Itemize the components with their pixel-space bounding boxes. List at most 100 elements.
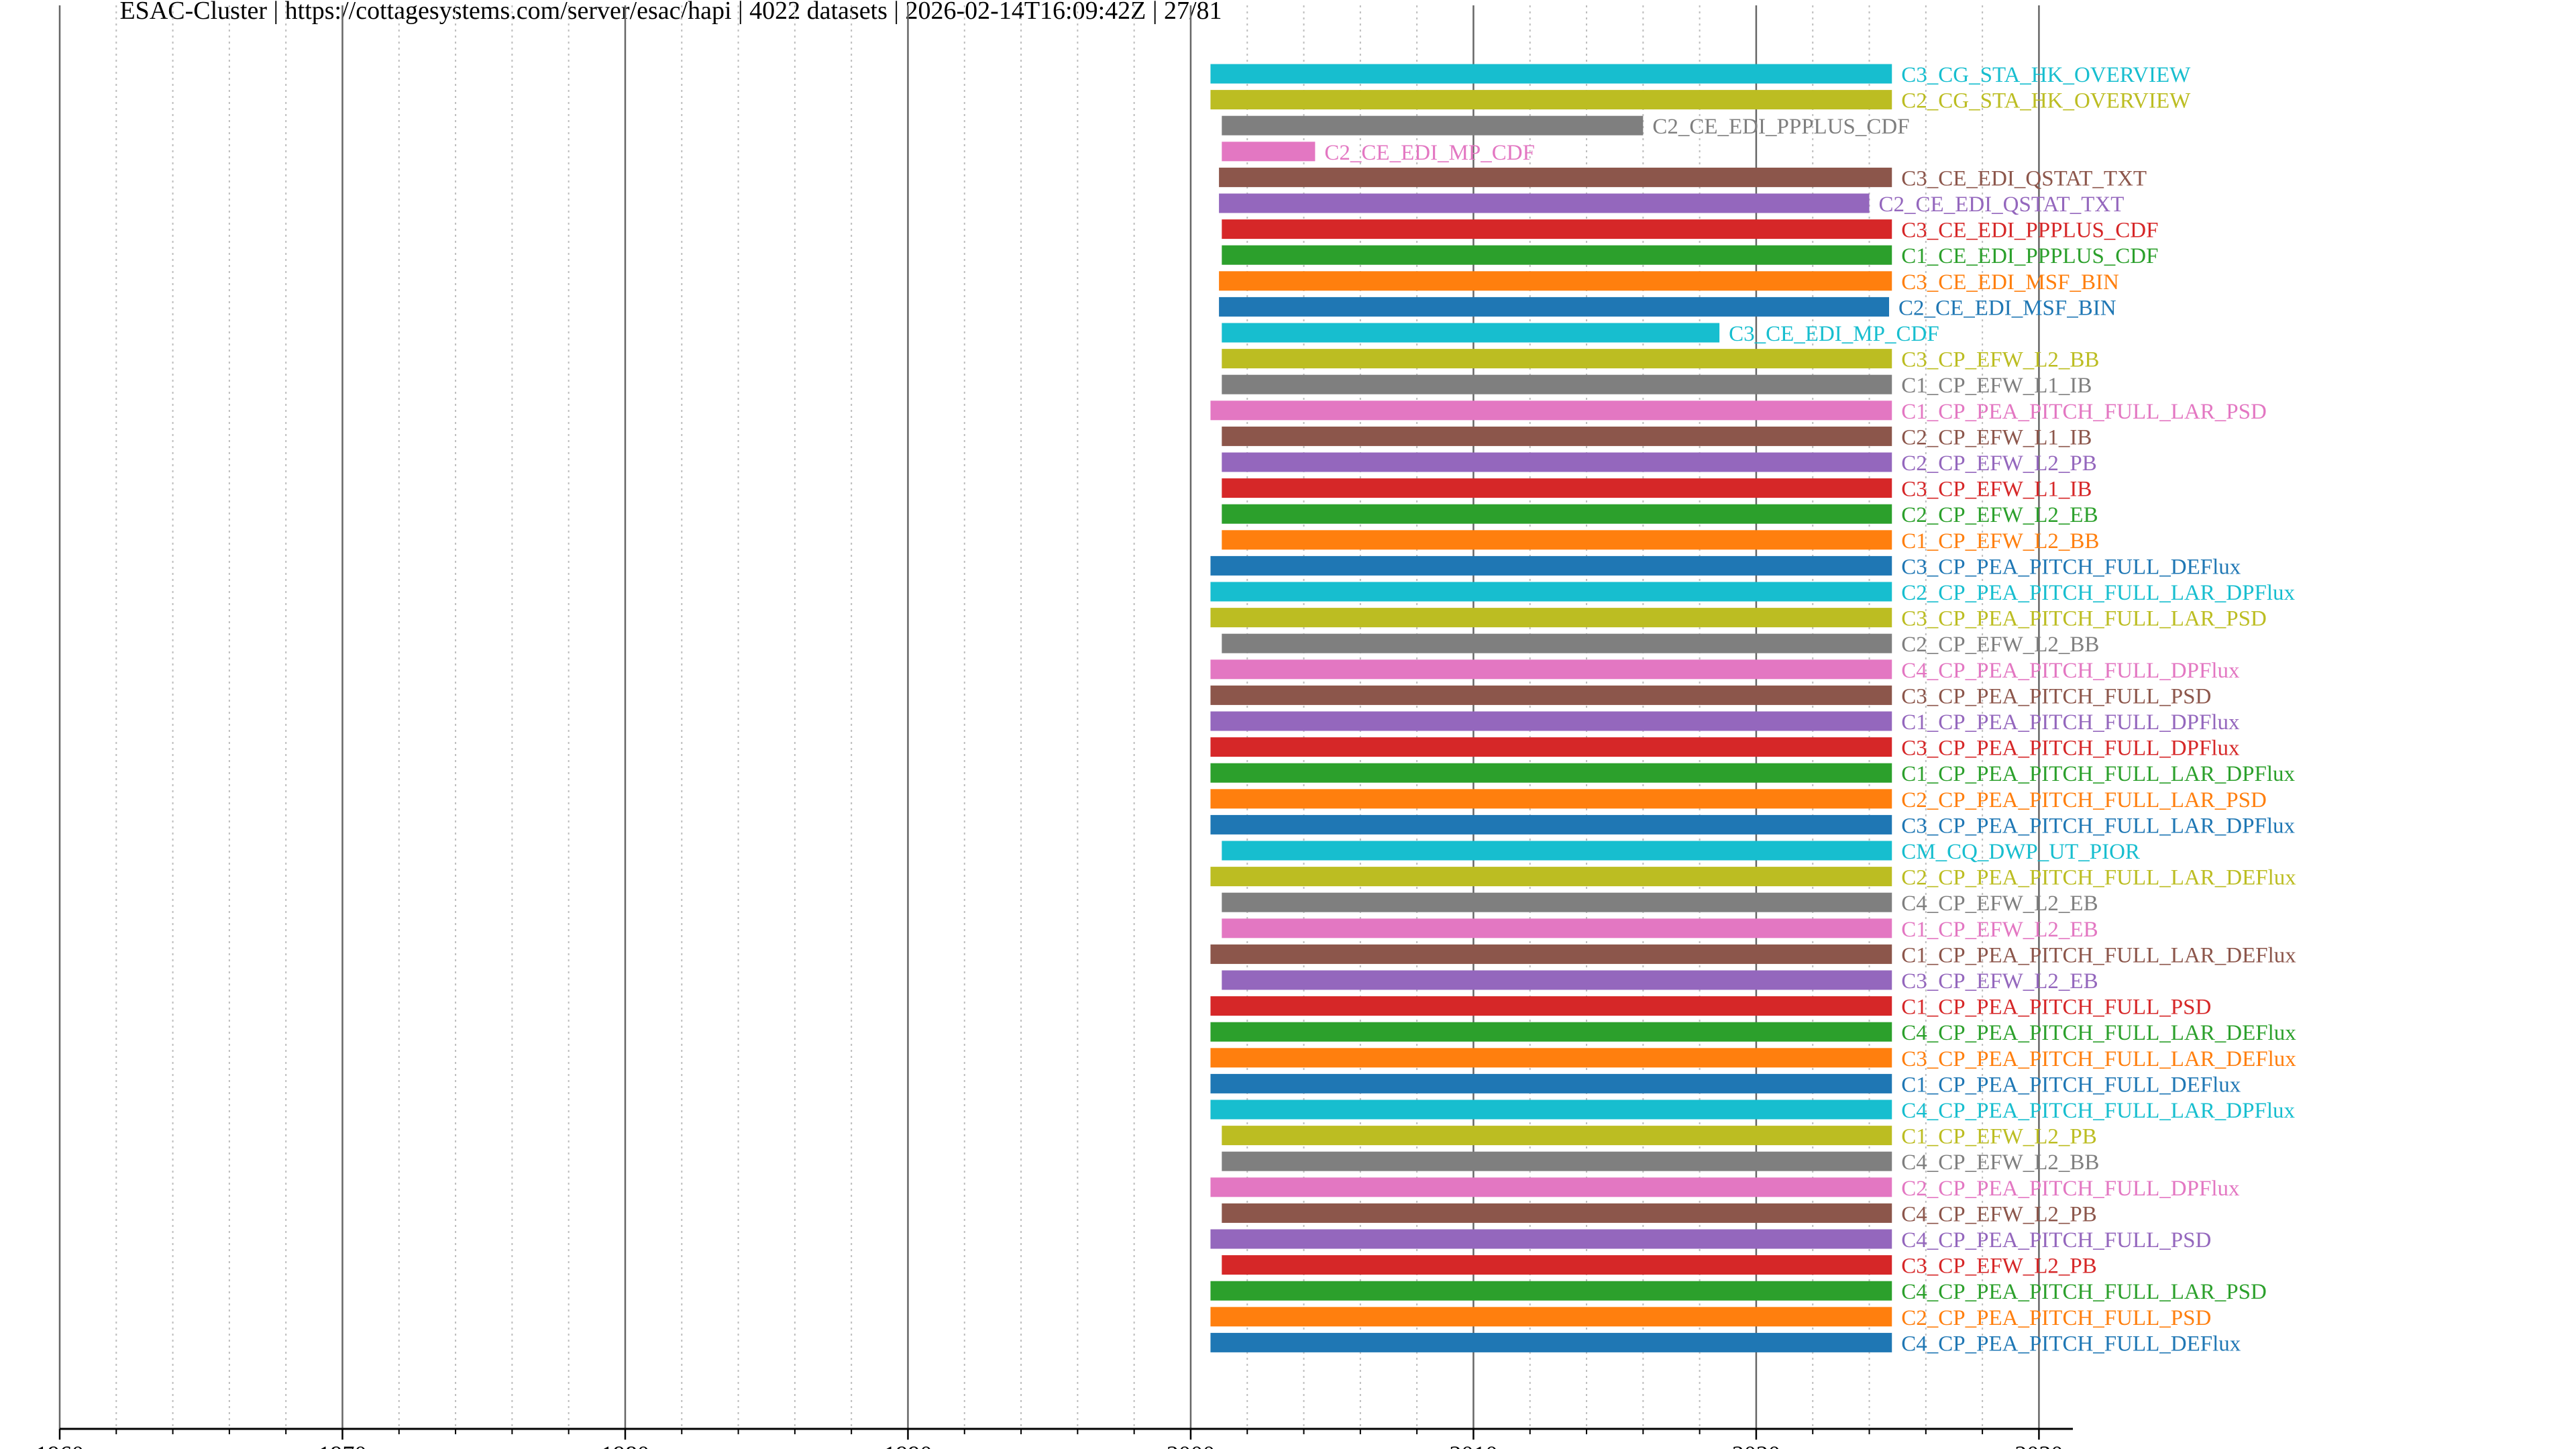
x-tick-label: 2010 — [1449, 1441, 1497, 1449]
dataset-label: C2_CP_PEA_PITCH_FULL_LAR_DEFlux — [1901, 866, 2296, 890]
dataset-bar[interactable] — [1210, 555, 1892, 576]
dataset-bar[interactable] — [1222, 504, 1892, 524]
dataset-bar[interactable] — [1222, 374, 1892, 394]
dataset-bar[interactable] — [1210, 1307, 1892, 1327]
dataset-bar[interactable] — [1210, 711, 1892, 731]
x-tick-label: 1960 — [36, 1441, 84, 1449]
dataset-bar[interactable] — [1222, 452, 1892, 472]
dataset-label: C4_CP_PEA_PITCH_FULL_PSD — [1901, 1228, 2211, 1252]
dataset-bar[interactable] — [1222, 323, 1720, 343]
dataset-label: C2_CP_PEA_PITCH_FULL_DPFlux — [1901, 1177, 2240, 1201]
x-tick-label: 2030 — [2015, 1441, 2063, 1449]
dataset-label: C3_CE_EDI_MSF_BIN — [1901, 270, 2119, 294]
dataset-label: C1_CP_PEA_PITCH_FULL_LAR_PSD — [1901, 400, 2267, 424]
dataset-bar[interactable] — [1210, 1281, 1892, 1301]
dataset-label: C2_CE_EDI_MP_CDF — [1324, 141, 1535, 165]
dataset-label: C3_CE_EDI_QSTAT_TXT — [1901, 166, 2147, 191]
dataset-bar[interactable] — [1222, 1151, 1892, 1171]
dataset-bar[interactable] — [1222, 1126, 1892, 1146]
dataset-label: C1_CP_EFW_L2_EB — [1901, 918, 2098, 942]
dataset-label: C3_CE_EDI_MP_CDF — [1729, 322, 1939, 346]
dataset-label: C3_CP_EFW_L2_EB — [1901, 969, 2098, 994]
dataset-label: C2_CP_EFW_L2_PB — [1901, 451, 2097, 476]
dataset-bar[interactable] — [1210, 1099, 1892, 1120]
dataset-bar[interactable] — [1222, 918, 1892, 938]
dataset-label: C4_CP_EFW_L2_BB — [1901, 1150, 2099, 1175]
dataset-bar[interactable] — [1210, 763, 1892, 783]
dataset-label: C4_CP_PEA_PITCH_FULL_DPFlux — [1901, 659, 2240, 683]
dataset-label: C3_CP_PEA_PITCH_FULL_DEFlux — [1901, 555, 2241, 579]
dataset-label: C1_CP_PEA_PITCH_FULL_DEFlux — [1901, 1073, 2241, 1097]
dataset-label: C4_CP_EFW_L2_EB — [1901, 892, 2098, 916]
dataset-label: C3_CP_PEA_PITCH_FULL_LAR_PSD — [1901, 607, 2267, 631]
dataset-label: C4_CP_PEA_PITCH_FULL_LAR_DEFlux — [1901, 1021, 2296, 1045]
dataset-bar[interactable] — [1210, 90, 1892, 110]
x-tick-label: 2000 — [1167, 1441, 1215, 1449]
dataset-bar[interactable] — [1210, 1177, 1892, 1197]
dataset-bar[interactable] — [1222, 530, 1892, 550]
dataset-bars — [1210, 64, 1892, 1352]
dataset-bar[interactable] — [1222, 478, 1892, 498]
dataset-bar[interactable] — [1222, 1203, 1892, 1223]
dataset-bar[interactable] — [1210, 659, 1892, 680]
dataset-bar[interactable] — [1210, 944, 1892, 964]
dataset-bar[interactable] — [1222, 115, 1644, 136]
dataset-label: C1_CP_EFW_L1_IB — [1901, 374, 2092, 398]
dataset-bar[interactable] — [1222, 1255, 1892, 1275]
dataset-label: C1_CP_EFW_L2_PB — [1901, 1125, 2097, 1149]
dataset-label: C3_CP_PEA_PITCH_FULL_LAR_DEFlux — [1901, 1047, 2296, 1071]
dataset-bar[interactable] — [1222, 426, 1892, 446]
dataset-bar[interactable] — [1210, 64, 1892, 84]
dataset-label: C1_CP_PEA_PITCH_FULL_PSD — [1901, 996, 2211, 1020]
dataset-label: CM_CQ_DWP_UT_PIOR — [1901, 840, 2140, 864]
dataset-bar[interactable] — [1210, 1229, 1892, 1249]
dataset-bar[interactable] — [1210, 789, 1892, 809]
dataset-bar[interactable] — [1222, 142, 1316, 162]
x-tick-label: 1980 — [601, 1441, 649, 1449]
dataset-bar[interactable] — [1210, 1022, 1892, 1042]
dataset-label: C1_CP_PEA_PITCH_FULL_LAR_DEFlux — [1901, 943, 2296, 967]
dataset-label: C4_CP_PEA_PITCH_FULL_DEFlux — [1901, 1332, 2241, 1356]
dataset-bar[interactable] — [1219, 271, 1892, 291]
dataset-bar[interactable] — [1219, 193, 1870, 213]
dataset-label: C3_CP_PEA_PITCH_FULL_PSD — [1901, 684, 2211, 708]
dataset-bar[interactable] — [1210, 996, 1892, 1016]
dataset-bar[interactable] — [1210, 608, 1892, 628]
dataset-label: C3_CP_PEA_PITCH_FULL_DPFlux — [1901, 737, 2240, 761]
dataset-bar[interactable] — [1210, 1073, 1892, 1093]
dataset-bar[interactable] — [1210, 814, 1892, 835]
dataset-bar[interactable] — [1222, 245, 1892, 265]
dataset-bar[interactable] — [1210, 400, 1892, 421]
dataset-label: C2_CP_PEA_PITCH_FULL_PSD — [1901, 1306, 2211, 1330]
dataset-bar[interactable] — [1222, 349, 1892, 369]
dataset-bar[interactable] — [1222, 219, 1892, 239]
dataset-bar[interactable] — [1219, 167, 1892, 187]
dataset-label: C3_CP_EFW_L2_PB — [1901, 1254, 2097, 1279]
dataset-bar[interactable] — [1219, 297, 1890, 317]
dataset-label: C2_CP_PEA_PITCH_FULL_LAR_PSD — [1901, 788, 2267, 812]
dataset-bar[interactable] — [1222, 841, 1892, 861]
dataset-label: C4_CP_PEA_PITCH_FULL_LAR_PSD — [1901, 1280, 2267, 1304]
dataset-label: C2_CE_EDI_PPPLUS_CDF — [1652, 115, 1909, 139]
dataset-bar[interactable] — [1210, 1048, 1892, 1068]
dataset-label: C1_CE_EDI_PPPLUS_CDF — [1901, 244, 2158, 268]
dataset-label: C1_CP_PEA_PITCH_FULL_DPFlux — [1901, 710, 2240, 735]
x-tick-label: 1970 — [318, 1441, 366, 1449]
dataset-label: C4_CP_PEA_PITCH_FULL_LAR_DPFlux — [1901, 1099, 2295, 1123]
dataset-bar[interactable] — [1210, 737, 1892, 757]
dataset-label: C1_CP_EFW_L2_BB — [1901, 529, 2099, 553]
dataset-bar[interactable] — [1222, 970, 1892, 990]
dataset-label: C2_CP_EFW_L1_IB — [1901, 425, 2092, 449]
dataset-label: C2_CP_PEA_PITCH_FULL_LAR_DPFlux — [1901, 581, 2295, 605]
dataset-bar[interactable] — [1222, 633, 1892, 653]
dataset-bar[interactable] — [1210, 867, 1892, 887]
dataset-bar[interactable] — [1222, 892, 1892, 912]
dataset-bar[interactable] — [1210, 685, 1892, 705]
dataset-label: C4_CP_EFW_L2_PB — [1901, 1202, 2097, 1226]
dataset-label: C3_CP_EFW_L2_BB — [1901, 348, 2099, 372]
chart-title: ESAC-Cluster | https://cottagesystems.co… — [0, 0, 2576, 27]
dataset-bar[interactable] — [1210, 1332, 1892, 1352]
dataset-bar[interactable] — [1210, 582, 1892, 602]
x-tick-label: 1990 — [883, 1441, 932, 1449]
